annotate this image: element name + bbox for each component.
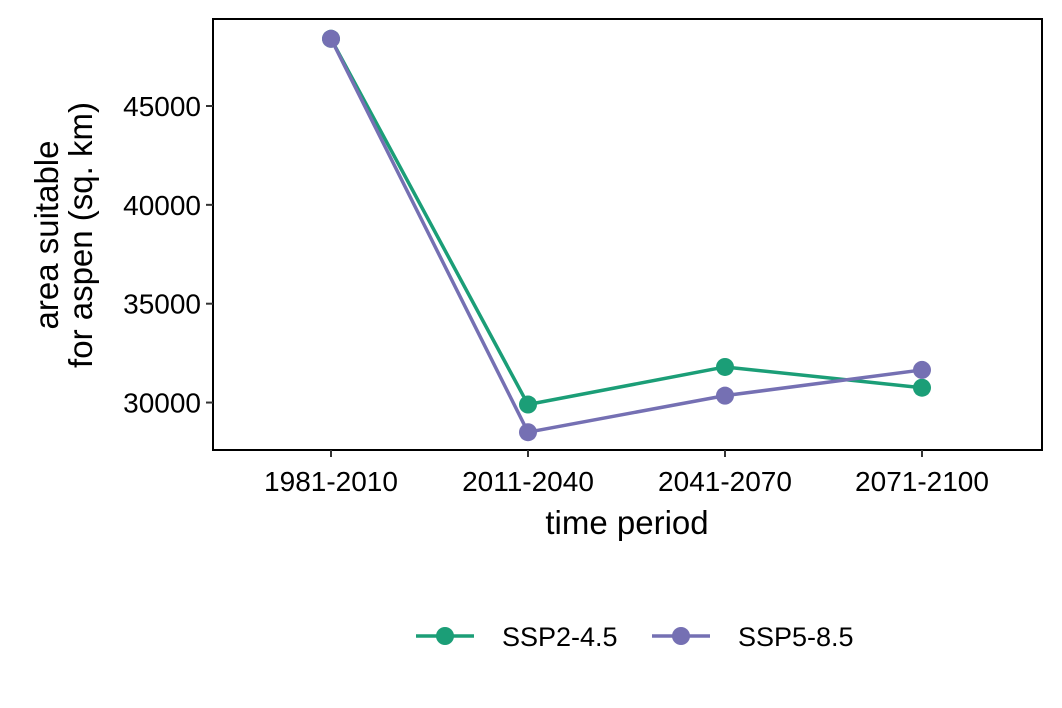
plot-area xyxy=(212,18,1043,451)
legend-item: SSP5-8.5 xyxy=(652,622,854,652)
legend-key-point xyxy=(672,627,690,645)
y-axis: 30000 35000 40000 45000 xyxy=(123,91,213,419)
x-tick-label: 2011-2040 xyxy=(462,466,594,497)
legend-label: SSP5-8.5 xyxy=(738,622,854,652)
data-point xyxy=(519,423,537,442)
x-tick-label: 1981-2010 xyxy=(264,466,398,497)
legend-label: SSP2-4.5 xyxy=(502,622,618,652)
y-tick-label: 45000 xyxy=(123,91,201,122)
data-point xyxy=(716,357,734,376)
y-axis-title-line-1: area suitable xyxy=(28,141,65,330)
legend: SSP2-4.5 SSP5-8.5 xyxy=(416,622,854,652)
x-tick-label: 2071-2100 xyxy=(855,466,989,497)
plot-panel-border xyxy=(212,18,1043,451)
series-ssp5-8-5 xyxy=(322,29,931,442)
data-point xyxy=(716,386,734,405)
y-axis-title-line-2: for aspen (sq. km) xyxy=(62,102,99,368)
legend-key-point xyxy=(436,627,454,645)
legend-item: SSP2-4.5 xyxy=(416,622,618,652)
x-tick-label: 2041-2070 xyxy=(658,466,792,497)
x-axis-title: time period xyxy=(545,504,708,541)
data-point xyxy=(913,360,931,379)
y-tick-label: 30000 xyxy=(123,388,201,419)
series-line xyxy=(329,37,923,407)
series-layer xyxy=(322,29,931,442)
y-tick-label: 40000 xyxy=(123,190,201,221)
y-tick-label: 35000 xyxy=(123,289,201,320)
x-axis: 1981-2010 2011-2040 2041-2070 2071-2100 xyxy=(264,450,989,497)
data-point xyxy=(519,395,537,414)
series-line xyxy=(329,37,923,434)
data-point xyxy=(913,378,931,397)
y-axis-title: area suitable for aspen (sq. km) xyxy=(28,102,99,368)
data-point xyxy=(322,29,340,48)
